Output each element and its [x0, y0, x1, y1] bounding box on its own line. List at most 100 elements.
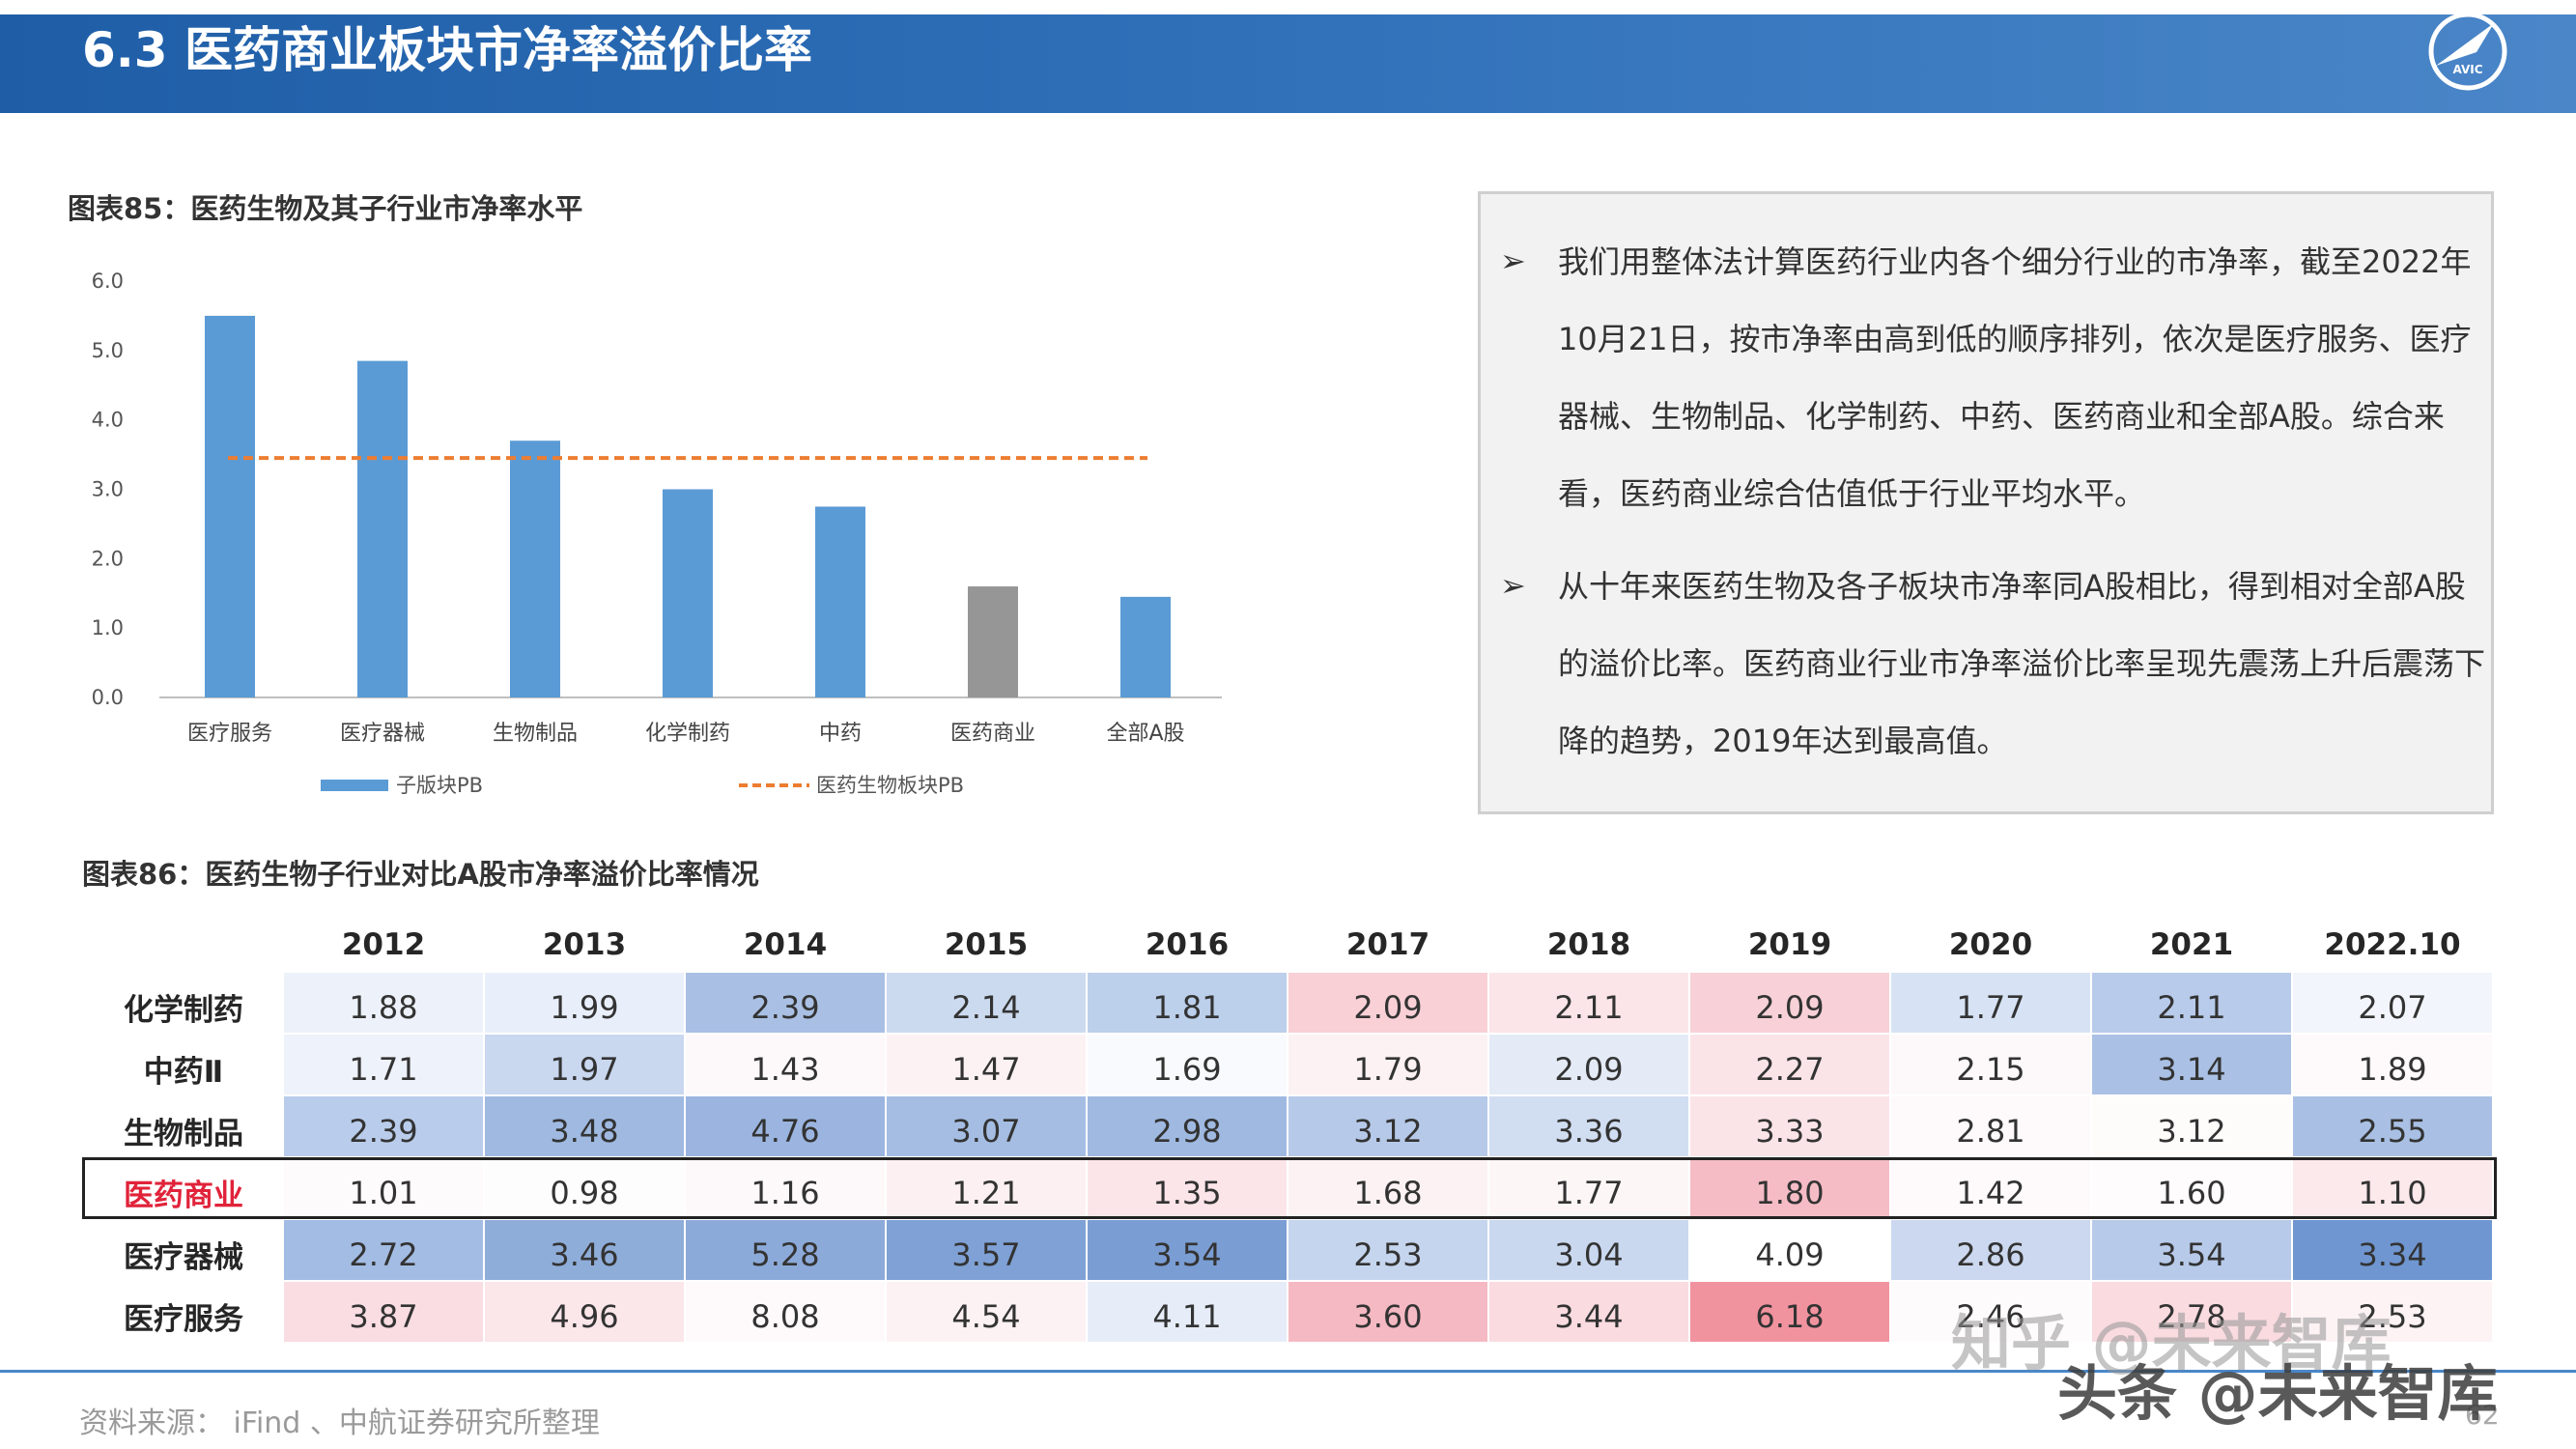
table-cell: 1.97 [484, 1034, 685, 1095]
highlight-row-frame [82, 1157, 2497, 1219]
table-cell: 1.77 [1488, 1157, 1689, 1219]
year-header: 2015 [944, 927, 1029, 962]
logo-text: AVIC [2452, 63, 2482, 76]
table-cell: 2.39 [685, 972, 886, 1034]
bar-7 [1120, 596, 1171, 697]
year-header: 2019 [1747, 927, 1832, 962]
row-label: 医疗器械 [124, 1240, 243, 1275]
table-cell: 4.76 [685, 1095, 886, 1157]
table-cell: 2.11 [2091, 972, 2292, 1034]
year-header: 2020 [1948, 927, 2033, 962]
table-cell: 1.60 [2091, 1157, 2292, 1219]
table-cell: 2.53 [1288, 1219, 1488, 1281]
year-header: 2022.10 [2324, 927, 2461, 962]
table-cell: 3.14 [2091, 1034, 2292, 1095]
table-cell: 1.81 [1087, 972, 1288, 1034]
table-cell: 3.48 [484, 1095, 685, 1157]
summary-paragraph-1: 我们用整体法计算医药行业内各个细分行业的市净率，截至2022年10月21日，按市… [1558, 243, 2472, 512]
table-cell: 5.28 [685, 1219, 886, 1281]
figure86-title: 图表86：医药生物子行业对比A股市净率溢价比率情况 [82, 858, 759, 891]
table-cell: 1.80 [1689, 1157, 1890, 1219]
legend-label-bar: 子版块PB [396, 774, 483, 797]
table-cell: 4.09 [1689, 1219, 1890, 1281]
table-cell: 1.35 [1087, 1157, 1288, 1219]
x-tick-label: 医疗器械 [340, 722, 425, 746]
bullet-arrow-icon: ➢ [1500, 242, 1526, 279]
table-cell: 8.08 [685, 1281, 886, 1343]
table-cell: 2.39 [283, 1095, 484, 1157]
y-tick-label: 1.0 [92, 616, 124, 639]
table-cell: 1.99 [484, 972, 685, 1034]
table-cell: 3.36 [1488, 1095, 1689, 1157]
year-header: 2012 [341, 927, 426, 962]
y-tick-label: 3.0 [92, 478, 124, 501]
x-tick-label: 医药商业 [950, 722, 1035, 746]
footer-divider [0, 1370, 2576, 1373]
row-label: 医疗服务 [124, 1302, 243, 1337]
table-cell: 2.14 [886, 972, 1087, 1034]
summary-paragraph-2: 从十年来医药生物及各子板块市净率同A股相比，得到相对全部A股的溢价比率。医药商业… [1558, 568, 2486, 759]
table-cell: 2.86 [1890, 1219, 2091, 1281]
row-label: 化学制药 [124, 993, 243, 1028]
x-tick-label: 生物制品 [493, 722, 578, 746]
table-cell: 2.72 [283, 1219, 484, 1281]
table-cell: 4.54 [886, 1281, 1087, 1343]
bar-1 [205, 315, 255, 697]
table-cell: 1.69 [1087, 1034, 1288, 1095]
table-cell: 1.79 [1288, 1034, 1488, 1095]
table-cell: 2.09 [1689, 972, 1890, 1034]
bar-5 [815, 506, 865, 697]
row-label: 生物制品 [124, 1117, 243, 1151]
x-tick-label: 全部A股 [1106, 722, 1184, 746]
table-cell: 1.89 [2292, 1034, 2493, 1095]
table-cell: 3.60 [1288, 1281, 1488, 1343]
row-label: 医药商业 [124, 1179, 243, 1213]
company-logo: AVIC [2426, 10, 2509, 93]
year-header: 2013 [542, 927, 627, 962]
table-cell: 2.11 [1488, 972, 1689, 1034]
table-cell: 1.88 [283, 972, 484, 1034]
row-label: 中药Ⅱ [143, 1055, 224, 1090]
page-number: 62 [2465, 1399, 2500, 1431]
table-cell: 3.12 [1288, 1095, 1488, 1157]
table-cell: 2.55 [2292, 1095, 2493, 1157]
x-tick-label: 化学制药 [645, 722, 730, 746]
table-cell: 4.96 [484, 1281, 685, 1343]
bar-2 [357, 360, 408, 697]
table-cell: 3.54 [1087, 1219, 1288, 1281]
table-cell: 1.47 [886, 1034, 1087, 1095]
table-cell: 2.27 [1689, 1034, 1890, 1095]
legend-swatch-bar [321, 780, 388, 791]
watermark-toutiao: 头条 @未来智库 [2057, 1358, 2498, 1429]
y-tick-label: 2.0 [92, 547, 124, 570]
source-note: 资料来源： iFind 、中航证券研究所整理 [79, 1406, 600, 1440]
table-cell: 2.53 [2292, 1281, 2493, 1343]
table-cell: 2.09 [1488, 1034, 1689, 1095]
table-cell: 2.81 [1890, 1095, 2091, 1157]
y-tick-label: 5.0 [92, 339, 124, 362]
table-cell: 2.15 [1890, 1034, 2091, 1095]
table-cell: 1.01 [283, 1157, 484, 1219]
x-tick-label: 医疗服务 [187, 722, 272, 746]
table-cell: 2.98 [1087, 1095, 1288, 1157]
summary-textbox: ➢ 我们用整体法计算医药行业内各个细分行业的市净率，截至2022年10月21日，… [1478, 191, 2494, 814]
legend-label-line: 医药生物板块PB [816, 774, 964, 797]
year-header: 2014 [743, 927, 828, 962]
bullet-arrow-icon: ➢ [1500, 567, 1526, 604]
bar-6 [968, 586, 1018, 697]
avic-logo-icon: AVIC [2428, 12, 2507, 91]
table-cell: 1.21 [886, 1157, 1087, 1219]
table-cell: 1.16 [685, 1157, 886, 1219]
table-cell: 3.07 [886, 1095, 1087, 1157]
bar-3 [510, 440, 560, 697]
year-header: 2021 [2149, 927, 2234, 962]
table-cell: 3.57 [886, 1219, 1087, 1281]
table-cell: 2.78 [2091, 1281, 2292, 1343]
table-cell: 3.54 [2091, 1219, 2292, 1281]
y-tick-label: 6.0 [92, 270, 124, 293]
table-cell: 1.10 [2292, 1157, 2493, 1219]
table-cell: 3.04 [1488, 1219, 1689, 1281]
bar-4 [663, 489, 713, 697]
table-cell: 4.11 [1087, 1281, 1288, 1343]
figure85-title: 图表85：医药生物及其子行业市净率水平 [68, 192, 583, 225]
